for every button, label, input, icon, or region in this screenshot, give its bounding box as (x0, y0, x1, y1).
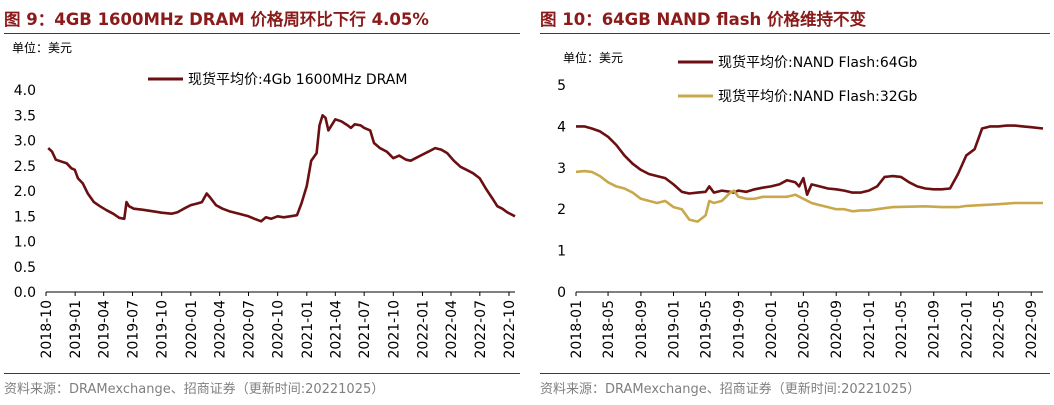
x-tick-label: 2019-04 (97, 300, 113, 359)
x-tick-label: 2020-04 (213, 300, 229, 359)
x-tick-label: 2021-10 (386, 300, 402, 359)
x-tick-label: 2018-05 (601, 300, 617, 359)
series-line (47, 114, 516, 223)
x-tick-label: 2022-10 (502, 300, 518, 359)
legend-label: 现货平均价:NAND Flash:64Gb (718, 54, 918, 71)
y-tick-label: 1.0 (14, 235, 36, 251)
x-tick-label: 2022-05 (991, 300, 1007, 359)
title-divider (4, 33, 520, 34)
y-tick-label: 2 (557, 202, 566, 218)
x-tick-label: 2022-04 (444, 300, 460, 359)
x-tick-label: 2021-01 (862, 300, 878, 359)
source-divider (4, 373, 520, 374)
x-tick-label: 2021-05 (894, 300, 910, 359)
y-tick-label: 5 (557, 78, 566, 94)
y-tick-label: 0 (557, 285, 566, 301)
y-tick-label: 4 (557, 119, 566, 135)
chart-panel-dram: 图 9：4GB 1600MHz DRAM 价格周环比下行 4.05% 单位：美元… (0, 0, 524, 405)
x-tick-label: 2020-01 (184, 300, 200, 359)
x-tick-label: 2019-10 (155, 300, 171, 359)
chart-panel-nand: 图 10：64GB NAND flash 价格维持不变 单位：美元 5 4 3 2 1 0 2… (536, 0, 1054, 405)
x-tick-label: 2020-01 (764, 300, 780, 359)
title-divider (540, 33, 1050, 34)
series-line (576, 124, 1044, 196)
legend-label: 现货平均价:NAND Flash:32Gb (718, 88, 918, 105)
x-tick-label: 2020-07 (241, 300, 257, 359)
unit-label: 单位：美元 (563, 50, 623, 65)
source-note: 资料来源：DRAMexchange、招商证券（更新时间:20221025） (540, 382, 921, 397)
x-tick-label: 2021-09 (927, 300, 943, 359)
x-tick-label: 2022-01 (959, 300, 975, 359)
x-tick-label: 2020-05 (796, 300, 812, 359)
chart-title: 图 10：64GB NAND flash 价格维持不变 (540, 10, 867, 29)
y-tick-label: 3.5 (14, 108, 36, 124)
x-tick-label: 2019-07 (126, 300, 142, 359)
series-line (575, 169, 1043, 223)
x-tick-label: 2022-07 (473, 300, 489, 359)
unit-label: 单位：美元 (12, 40, 72, 55)
y-tick-label: 0.0 (14, 285, 36, 301)
x-tick-label: 2019-01 (667, 300, 683, 359)
x-tick-label: 2021-07 (357, 300, 373, 359)
y-tick-label: 1 (557, 244, 566, 260)
y-tick-label: 1.5 (14, 209, 36, 225)
x-tick-label: 2018-01 (569, 300, 585, 359)
x-tick-label: 2020-09 (829, 300, 845, 359)
x-tick-label: 2021-01 (300, 300, 316, 359)
chart-title: 图 9：4GB 1600MHz DRAM 价格周环比下行 4.05% (4, 10, 429, 29)
x-tick-label: 2018-10 (39, 300, 55, 359)
source-divider (540, 373, 1050, 374)
y-tick-label: 4.0 (14, 83, 36, 99)
legend-label: 现货平均价:4Gb 1600MHz DRAM (188, 71, 407, 88)
y-tick-label: 2.0 (14, 184, 36, 200)
x-tick-label: 2019-05 (699, 300, 715, 359)
x-tick-label: 2019-09 (731, 300, 747, 359)
x-tick-label: 2022-09 (1024, 300, 1040, 359)
y-tick-label: 3 (557, 161, 566, 177)
y-tick-label: 2.5 (14, 159, 36, 175)
x-tick-label: 2021-04 (328, 300, 344, 359)
y-tick-label: 0.5 (14, 260, 36, 276)
x-tick-label: 2020-10 (271, 300, 287, 359)
y-tick-label: 3.0 (14, 134, 36, 150)
source-note: 资料来源：DRAMexchange、招商证券（更新时间:20221025） (4, 382, 385, 397)
x-tick-label: 2022-01 (415, 300, 431, 359)
x-tick-label: 2019-01 (68, 300, 84, 359)
x-tick-label: 2018-09 (634, 300, 650, 359)
